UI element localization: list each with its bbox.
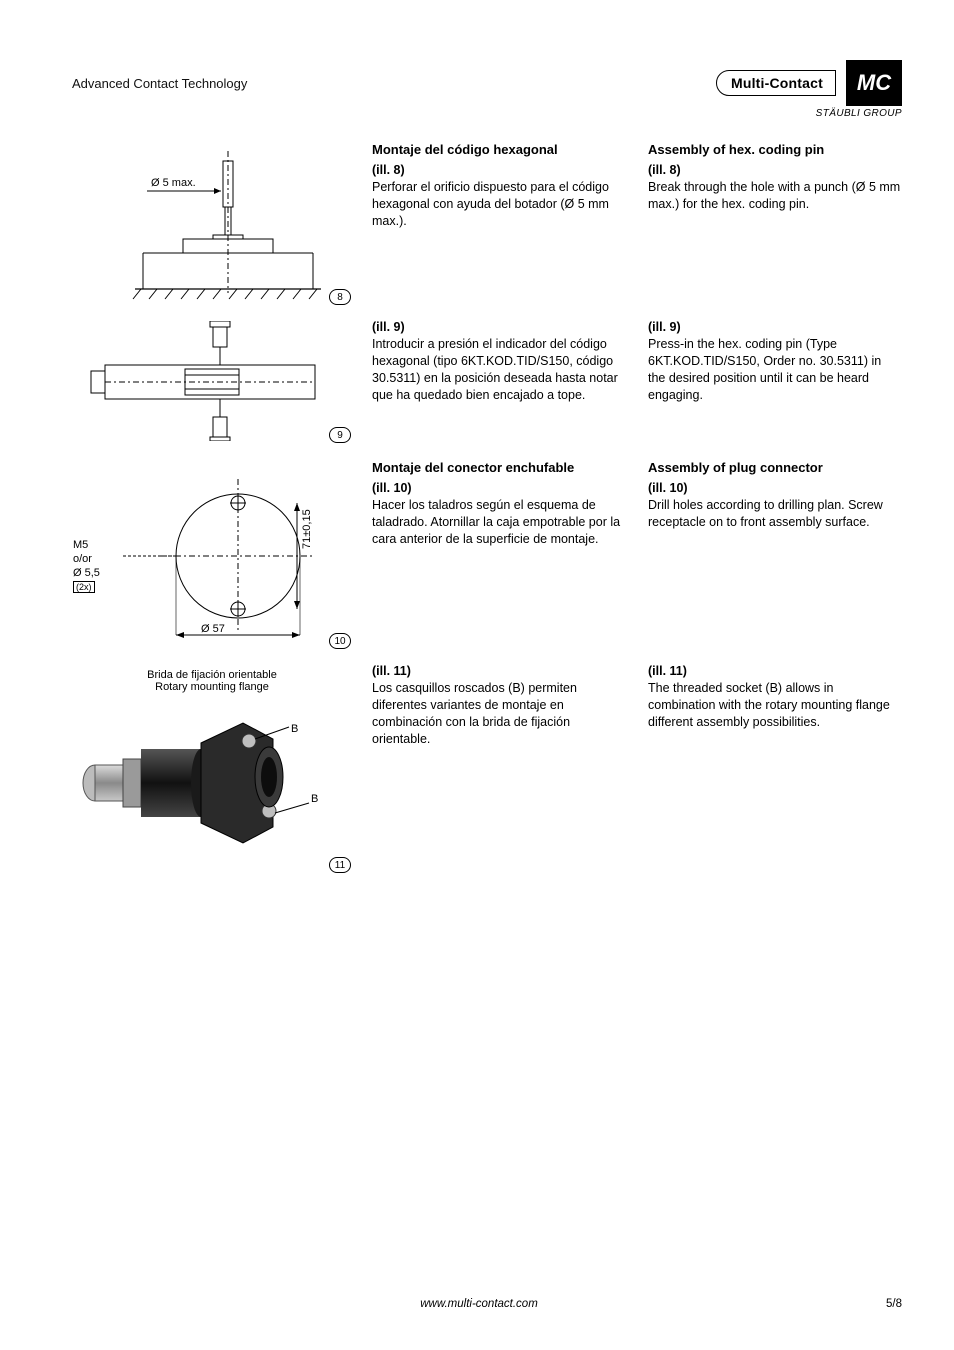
es-body-8: Perforar el orificio dispuesto para el c…	[372, 179, 626, 230]
en-body-10: Drill holes according to drilling plan. …	[648, 497, 902, 531]
en-body-9: Press-in the hex. coding pin (Type 6KT.K…	[648, 336, 902, 404]
es-title-10: Montaje del conector enchufable	[372, 460, 626, 475]
figure-number-9: 9	[329, 427, 351, 443]
fig10-d57: Ø 57	[201, 623, 225, 635]
figure-10-svg	[73, 461, 345, 647]
es-ill-11: (ill. 11)	[372, 664, 626, 678]
en-body-11: The threaded socket (B) allows in combin…	[648, 680, 902, 731]
es-body-9: Introducir a presión el indicador del có…	[372, 336, 626, 404]
brand-text: Multi-Contact	[731, 75, 823, 91]
footer-page: 5/8	[886, 1298, 902, 1310]
fig8-dim-label: Ø 5 max.	[151, 177, 196, 189]
fig10-oor: o/or	[73, 553, 92, 565]
figure-number-11: 11	[329, 857, 351, 873]
footer-url: www.multi-contact.com	[420, 1298, 538, 1310]
en-ill-11: (ill. 11)	[648, 664, 902, 678]
fig11-b-label-2: B	[311, 793, 318, 805]
figure-11-svg	[73, 693, 345, 863]
fig11-caption-es: Brida de fijación orientable	[73, 669, 351, 681]
en-ill-10: (ill. 10)	[648, 481, 902, 495]
en-ill-8: (ill. 8)	[648, 163, 902, 177]
fig10-h71: 71±0,15	[301, 509, 313, 549]
es-body-11: Los casquillos roscados (B) permiten dif…	[372, 680, 626, 748]
en-title-10: Assembly of plug connector	[648, 460, 902, 475]
en-body-8: Break through the hole with a punch (Ø 5…	[648, 179, 902, 213]
es-body-10: Hacer los taladros según el esquema de t…	[372, 497, 626, 548]
en-ill-9: (ill. 9)	[648, 320, 902, 334]
figure-number-8: 8	[329, 289, 351, 305]
figure-8-svg	[73, 143, 345, 303]
fig11-caption-en: Rotary mounting flange	[73, 681, 351, 693]
fig10-d55: Ø 5,5	[73, 567, 100, 579]
header-text: Advanced Contact Technology	[72, 76, 247, 91]
figure-number-10: 10	[329, 633, 351, 649]
mc-logo-icon: MC	[846, 60, 902, 106]
en-title-8: Assembly of hex. coding pin	[648, 142, 902, 157]
fig10-m5: M5	[73, 539, 88, 551]
brand-badge: Multi-Contact	[716, 70, 836, 96]
header-brand-block: Multi-Contact MC	[716, 60, 902, 106]
staubli-group-text: STÄUBLI GROUP	[816, 108, 902, 119]
figure-9-svg	[73, 321, 345, 441]
fig11-b-label-1: B	[291, 723, 298, 735]
fig10-2x: (2x)	[73, 581, 95, 593]
es-ill-8: (ill. 8)	[372, 163, 626, 177]
es-ill-9: (ill. 9)	[372, 320, 626, 334]
es-title-8: Montaje del código hexagonal	[372, 142, 626, 157]
es-ill-10: (ill. 10)	[372, 481, 626, 495]
